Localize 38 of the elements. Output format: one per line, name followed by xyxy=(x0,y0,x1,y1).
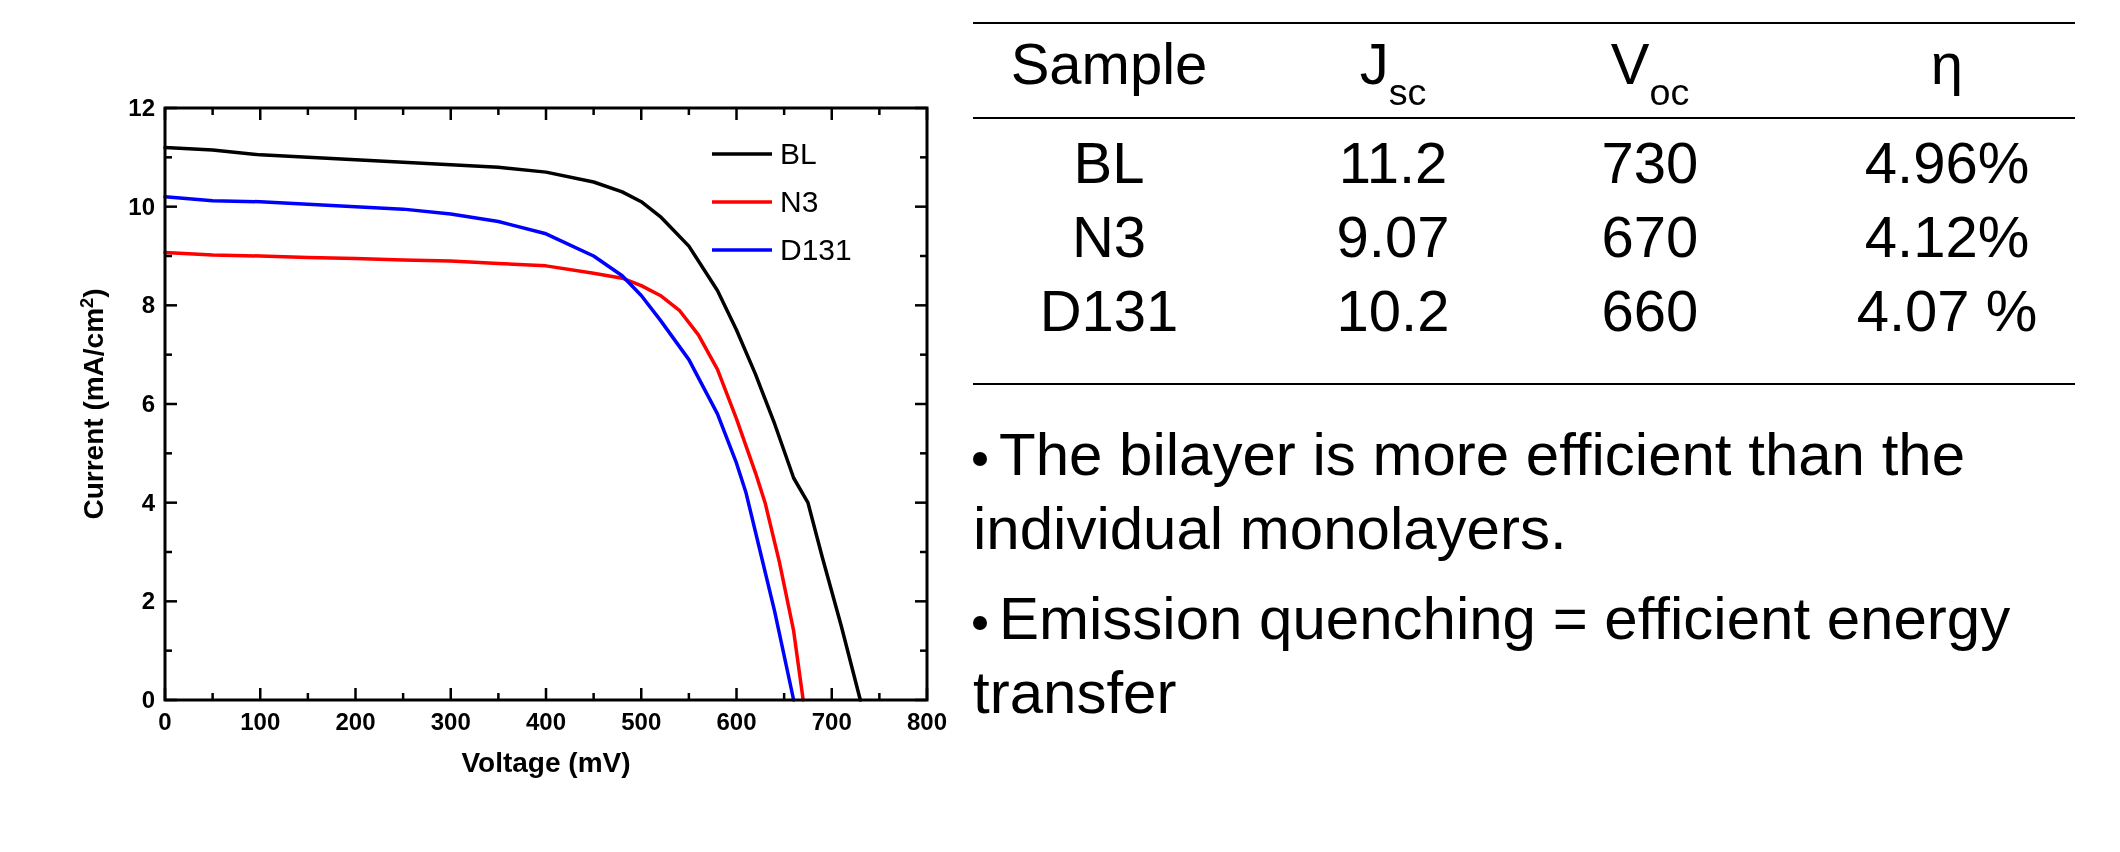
text: 730 xyxy=(1601,130,1699,195)
text: Emission quenching = efficient energy transfer xyxy=(973,584,2012,728)
x-tick-label: 200 xyxy=(335,708,376,735)
legend-label: N3 xyxy=(780,185,819,218)
category-label: J$_{sc}$ xyxy=(1359,31,1427,113)
text: BL xyxy=(1073,130,1145,195)
x-tick-label: 800 xyxy=(906,708,948,735)
text: N3 xyxy=(1071,204,1147,269)
x-tick-label: 400 xyxy=(525,708,567,735)
x-axis-title: Voltage (mV) xyxy=(461,747,631,778)
x-tick-label: 500 xyxy=(621,708,662,735)
text: 4.96% xyxy=(1864,130,2030,195)
x-tick-label: 100 xyxy=(240,708,281,735)
y-tick-label: 4 xyxy=(141,488,156,516)
category-label: V$_{oc}$ xyxy=(1610,31,1690,113)
text: The bilayer is more efficient than the individual monolayers. xyxy=(973,420,1967,564)
x-tick-label: 700 xyxy=(811,708,852,735)
category-label: Sample xyxy=(1010,31,1208,96)
y-tick-label: 6 xyxy=(141,390,155,417)
text: 660 xyxy=(1601,278,1699,343)
text: 11.2 xyxy=(1338,130,1448,195)
text: 4.07 % xyxy=(1856,278,2038,343)
legend-label: D131 xyxy=(780,233,852,266)
text: 9.07 xyxy=(1336,204,1450,269)
text: 670 xyxy=(1601,204,1699,269)
y-tick-label: 2 xyxy=(141,587,155,615)
y-tick-label: 0 xyxy=(141,686,155,713)
legend-label: BL xyxy=(780,137,817,170)
y-tick-label: 8 xyxy=(141,291,155,319)
text: 10.2 xyxy=(1336,278,1450,343)
x-tick-label: 600 xyxy=(716,708,757,735)
category-label: η xyxy=(1930,31,1964,96)
text: 4.12% xyxy=(1864,204,2030,269)
text: D131 xyxy=(1039,278,1179,343)
x-tick-label: 300 xyxy=(430,708,471,735)
x-tick-label: 0 xyxy=(158,708,172,735)
y-tick-label: 10 xyxy=(128,192,155,220)
y-tick-label: 12 xyxy=(128,94,155,121)
